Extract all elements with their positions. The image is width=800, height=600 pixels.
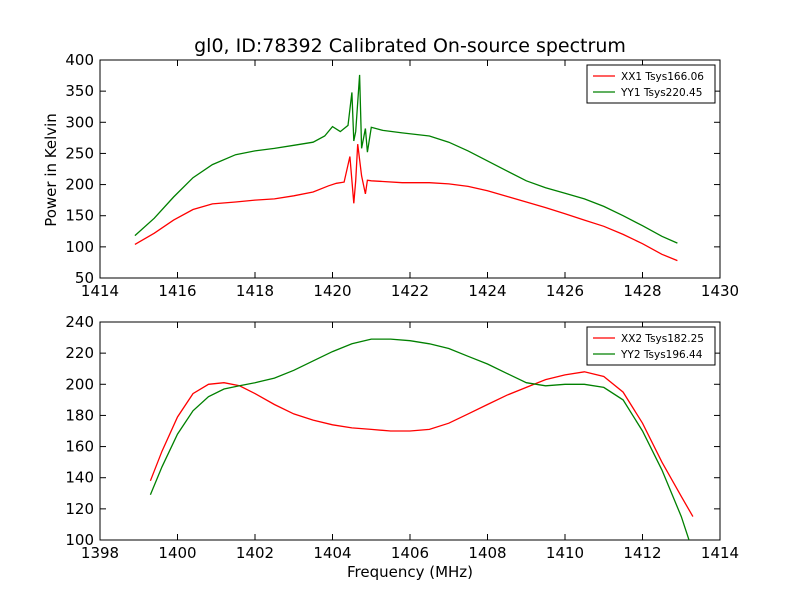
y-tick-label: 150 (65, 207, 94, 225)
y-tick-label: 100 (65, 531, 94, 549)
x-tick-label: 1412 (623, 544, 661, 562)
series-line-1 (149, 371, 694, 517)
legend (586, 326, 716, 366)
series-line-1 (134, 144, 678, 262)
x-tick-label: 1428 (623, 282, 661, 300)
y-tick-label: 350 (65, 82, 94, 100)
y-tick-label: 180 (65, 406, 94, 424)
x-tick-label: 1418 (236, 282, 274, 300)
x-tick-label: 1414 (701, 544, 739, 562)
y-tick-label: 200 (65, 176, 94, 194)
x-tick-label: 1430 (701, 282, 739, 300)
legend-label: YY1 Tsys220.45 (620, 87, 702, 99)
x-tick-label: 1424 (468, 282, 506, 300)
y-tick-label: 50 (75, 269, 94, 287)
x-tick-label: 1414 (81, 282, 119, 300)
x-tick-label: 1408 (468, 544, 506, 562)
y-tick-label: 300 (65, 113, 94, 131)
x-tick-label: 1422 (391, 282, 429, 300)
y-tick-label: 120 (65, 500, 94, 518)
legend (586, 64, 716, 104)
legend-label: XX2 Tsys182.25 (621, 333, 704, 345)
x-tick-label: 1420 (313, 282, 351, 300)
x-axis-label: Frequency (MHz) (347, 563, 473, 581)
y-tick-label: 400 (65, 51, 94, 69)
legend-label: YY2 Tsys196.44 (620, 349, 703, 361)
y-axis-label: Power in Kelvin (42, 113, 60, 227)
y-tick-label: 250 (65, 144, 94, 162)
bottom-spectrum-panel: 1398 1400 1402 1404 1406 1408 1410 1412 1414 100 1… (65, 313, 739, 562)
x-tick-label: 1402 (236, 544, 274, 562)
y-tick-label: 220 (65, 344, 94, 362)
x-tick-label: 1426 (546, 282, 584, 300)
y-tick-label: 240 (65, 313, 94, 331)
y-tick-label: 100 (65, 238, 94, 256)
x-tick-label: 1406 (391, 544, 429, 562)
top-spectrum-panel: 1414 1416 1418 1420 1422 1424 1426 1428 1430 50 10… (65, 51, 739, 300)
series-line-2 (149, 338, 690, 540)
x-tick-label: 1416 (158, 282, 196, 300)
legend-label: XX1 Tsys166.06 (621, 71, 704, 83)
x-tick-label: 1410 (546, 544, 584, 562)
x-tick-label: 1398 (81, 544, 119, 562)
series-line-2 (134, 74, 678, 244)
y-tick-label: 140 (65, 469, 94, 487)
x-tick-label: 1400 (158, 544, 196, 562)
x-tick-label: 1404 (313, 544, 351, 562)
y-tick-label: 200 (65, 375, 94, 393)
y-tick-label: 160 (65, 438, 94, 456)
figure-title: gl0, ID:78392 Calibrated On-source spect… (194, 35, 626, 57)
